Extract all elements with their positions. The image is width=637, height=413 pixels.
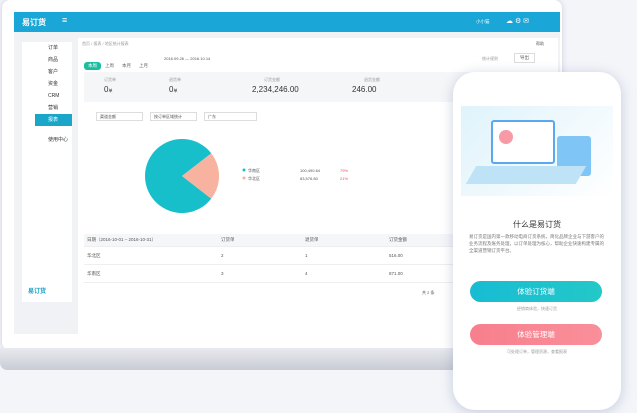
- sidebar-item[interactable]: CRM: [48, 93, 60, 99]
- sidebar-item[interactable]: 使用中心: [48, 137, 69, 143]
- date-range[interactable]: 2016.09.26 — 2016.10.14: [164, 56, 211, 61]
- breadcrumb: 首页 / 报表 / 地区统计报表: [82, 41, 129, 46]
- top-bar: 易订货 ≡ 小小猫 ☁ ⚙ ✉: [14, 12, 560, 32]
- legend-dot: [242, 176, 246, 180]
- stat-value: 2,234,246.00: [252, 85, 299, 94]
- pagination: 共 2 条: [422, 290, 435, 295]
- sidebar-item[interactable]: 订单: [48, 45, 59, 51]
- cell: 3: [218, 264, 302, 283]
- rule[interactable]: 统计规则: [482, 56, 498, 61]
- export[interactable]: 导出: [514, 53, 535, 63]
- sidebar: 订单商品客户资金 CRM 营销报表使用中心 易订货: [22, 42, 72, 302]
- stat-unit: 单: [173, 88, 178, 93]
- select[interactable]: 广东: [204, 112, 257, 121]
- tabs: 本周 上周 本月 上月: [84, 54, 152, 72]
- legend-name: 华南区: [248, 167, 260, 173]
- tab[interactable]: 本周: [84, 62, 101, 70]
- help[interactable]: 帮助: [536, 41, 544, 46]
- cell: 华南区: [84, 264, 218, 283]
- button-admin[interactable]: 体验管理端: [470, 324, 602, 345]
- tab[interactable]: 上周: [105, 63, 114, 68]
- pie-chart: 华南区 100,490.64 79% 华北区 83,576.80 21%: [145, 139, 348, 213]
- pie-slice: [182, 153, 219, 199]
- button-order[interactable]: 体验订货端: [470, 281, 602, 302]
- stat-label: 订货金额: [264, 77, 280, 82]
- stat-number: 246.00: [352, 85, 377, 94]
- select[interactable]: 渠道金额: [96, 112, 143, 121]
- pie-slice: [145, 139, 212, 213]
- legend-amount: 100,490.64: [300, 168, 321, 173]
- stat-label: 退货金额: [364, 77, 380, 82]
- tab[interactable]: 本月: [122, 63, 131, 68]
- stat-unit: 单: [108, 88, 113, 93]
- cell: 2: [218, 246, 302, 265]
- icons[interactable]: ☁ ⚙ ✉: [506, 18, 530, 25]
- stat-number: 0: [169, 85, 174, 94]
- phone-description: 易订货是国内第一款移动电商订货系统，简化品牌企业与下游客户的业务流程及账务处理，…: [469, 234, 604, 253]
- select[interactable]: 按订单区域统计: [150, 112, 197, 121]
- cell: 871.00: [386, 264, 470, 283]
- crumb[interactable]: 报表: [93, 41, 102, 46]
- legend-value-label: 21%: [340, 176, 348, 181]
- header-cell: 日期（2016-10-01 – 2016-10-31）: [84, 234, 218, 247]
- menu-icon[interactable]: ≡: [62, 15, 68, 25]
- tab[interactable]: 上月: [139, 63, 148, 68]
- sidebar-item[interactable]: 报表: [35, 114, 72, 126]
- laptop-base: [0, 348, 600, 370]
- stat-value: 0单: [104, 85, 112, 94]
- legend-amount: 83,576.80: [300, 176, 319, 181]
- phone: 什么是易订货 易订货是国内第一款移动电商订货系统，简化品牌企业与下游客户的业务流…: [453, 72, 621, 410]
- illustration-pie: [499, 130, 513, 144]
- sidebar-item[interactable]: 营销: [48, 105, 59, 111]
- cell: 华北区: [84, 246, 218, 265]
- stat-label: 订货单: [104, 77, 116, 82]
- button-note: 可处理订单，管理资源，查看报表: [507, 349, 567, 354]
- sidebar-item[interactable]: 资金: [48, 81, 59, 87]
- header-cell: 退货单: [302, 234, 386, 247]
- cell: 1: [302, 246, 386, 265]
- legend-value-label: 79%: [340, 168, 348, 173]
- stat-value: 0单: [169, 85, 177, 94]
- crumb[interactable]: 首页: [82, 41, 90, 46]
- cell: 4: [302, 264, 386, 283]
- sidebar-item[interactable]: 商品: [48, 57, 59, 63]
- illustration-floor: [465, 166, 587, 184]
- legend-dot: [242, 168, 246, 172]
- stat-label: 退货单: [169, 77, 181, 82]
- illustration: [461, 106, 613, 196]
- header-cell: 订货单: [218, 234, 302, 247]
- sidebar-logo: 易订货: [28, 289, 47, 295]
- phone-title: 什么是易订货: [513, 220, 561, 229]
- stat-value: 246.00: [352, 85, 376, 94]
- sidebar-list: 订单商品客户资金 CRM 营销报表使用中心: [22, 42, 72, 143]
- sidebar-item[interactable]: 客户: [48, 69, 59, 75]
- crumb: 地区统计报表: [104, 41, 129, 46]
- stat-number: 2,234,246.00: [252, 85, 299, 94]
- header-cell: 订货金额: [386, 234, 470, 247]
- cell: 516.00: [386, 246, 470, 265]
- button-note: 经销商体验，快速订货: [517, 306, 557, 311]
- legend-name: 华北区: [248, 175, 260, 181]
- user-name[interactable]: 小小猫: [476, 19, 490, 24]
- stat-number: 0: [104, 85, 109, 94]
- logo: 易订货: [22, 18, 46, 27]
